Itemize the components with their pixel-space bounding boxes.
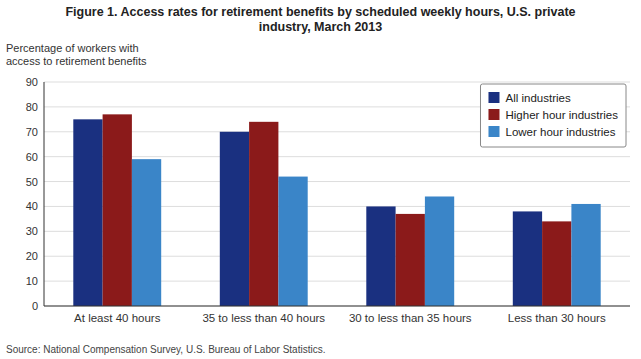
legend-label: Lower hour industries bbox=[505, 126, 615, 138]
bar bbox=[542, 221, 571, 306]
bar bbox=[220, 132, 249, 306]
chart: Figure 1. Access rates for retirement be… bbox=[0, 0, 641, 359]
x-axis bbox=[44, 306, 630, 307]
grid-line bbox=[44, 82, 630, 83]
x-tick-label: 30 to less than 35 hours bbox=[349, 312, 472, 324]
grid-line bbox=[44, 306, 630, 307]
y-tick-label: 50 bbox=[26, 176, 38, 188]
legend-swatch bbox=[488, 126, 499, 137]
legend: All industries Higher hour industries Lowe… bbox=[488, 92, 618, 138]
legend-label: All industries bbox=[505, 92, 570, 104]
source-note: Source: National Compensation Survey, U.… bbox=[6, 344, 325, 355]
y-tick-label: 40 bbox=[26, 200, 38, 212]
legend-swatch bbox=[488, 109, 499, 120]
title: industry, March 2013 bbox=[259, 20, 382, 34]
y-tick-label: 90 bbox=[26, 76, 38, 88]
bar bbox=[396, 214, 425, 306]
x-tick-label: 35 to less than 40 hours bbox=[202, 312, 325, 324]
y-axis bbox=[44, 82, 45, 306]
y-tick-label: 60 bbox=[26, 151, 38, 163]
bar bbox=[425, 196, 454, 306]
legend-label: Higher hour industries bbox=[505, 109, 618, 121]
bar bbox=[513, 211, 542, 306]
y-axis-label: Percentage of workers with bbox=[6, 42, 139, 54]
bar bbox=[571, 204, 600, 306]
x-tick-label: Less than 30 hours bbox=[508, 312, 606, 324]
y-tick-label: 20 bbox=[26, 250, 38, 262]
x-tick-label: At least 40 hours bbox=[74, 312, 161, 324]
bar bbox=[366, 206, 395, 306]
y-tick-label: 80 bbox=[26, 101, 38, 113]
y-axis-label: access to retirement benefits bbox=[6, 55, 147, 67]
grid bbox=[44, 82, 630, 306]
bar bbox=[73, 119, 102, 306]
bar bbox=[103, 114, 132, 306]
legend-swatch bbox=[488, 92, 499, 103]
y-tick-label: 70 bbox=[26, 126, 38, 138]
y-tick-label: 30 bbox=[26, 225, 38, 237]
bar bbox=[278, 177, 307, 306]
bar bbox=[132, 159, 161, 306]
bar bbox=[249, 122, 278, 306]
y-tick-label: 10 bbox=[26, 275, 38, 287]
title: Figure 1. Access rates for retirement be… bbox=[65, 5, 575, 19]
y-tick-label: 0 bbox=[32, 300, 38, 312]
legend-box bbox=[480, 84, 626, 147]
